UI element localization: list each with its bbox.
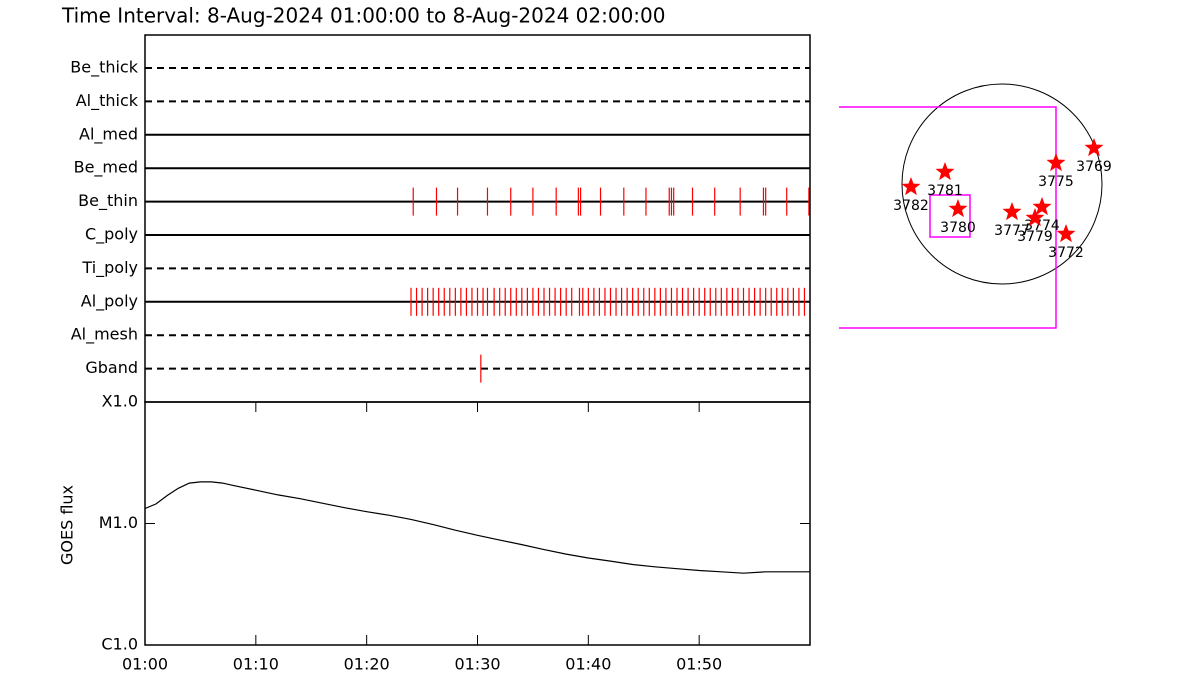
panel-frame	[144, 34, 811, 403]
row-label: Al_med	[79, 124, 138, 144]
row-label: Al_mesh	[71, 325, 138, 345]
goes-curve	[144, 481, 810, 574]
y-tick-label: M1.0	[99, 513, 138, 532]
fov-group	[839, 106, 1057, 329]
region-label: 3775	[1038, 174, 1074, 190]
y-tick-label: C1.0	[101, 635, 138, 654]
region-star	[1056, 224, 1076, 243]
region-label: 3772	[1048, 245, 1084, 261]
y-axis-label: GOES flux	[58, 485, 77, 565]
x-tick-label: 01:00	[122, 655, 168, 674]
x-tick-label: 01:30	[454, 655, 500, 674]
page-title: Time Interval: 8-Aug-2024 01:00:00 to 8-…	[61, 4, 666, 28]
region-star	[1084, 138, 1104, 157]
region-star	[1025, 208, 1045, 227]
field-of-view	[929, 194, 971, 238]
region-label: 3777	[994, 223, 1030, 239]
row-label: Al_poly	[81, 291, 138, 311]
region-star	[1046, 153, 1066, 172]
region-label: 3769	[1076, 159, 1112, 175]
row-label: Be_thin	[78, 191, 138, 211]
x-tick-label: 01:40	[565, 655, 611, 674]
region-label: 3781	[927, 183, 963, 199]
row-label: Ti_poly	[81, 258, 138, 278]
row-label: Gband	[85, 358, 138, 377]
region-star	[935, 162, 955, 181]
plot-frame	[144, 401, 811, 646]
x-tick-label: 01:20	[344, 655, 390, 674]
region-star	[948, 199, 968, 218]
field-of-view	[839, 106, 1057, 329]
region-star	[1002, 202, 1022, 221]
row-label: Be_med	[74, 158, 138, 178]
region-star	[901, 177, 921, 196]
region-label: 3780	[940, 220, 976, 236]
region-star	[1032, 197, 1052, 216]
x-tick-label: 01:50	[676, 655, 722, 674]
row-label: Be_thick	[70, 58, 138, 78]
region-label: 3779	[1017, 229, 1053, 245]
region-label: 3782	[893, 198, 929, 214]
row-label: C_poly	[85, 225, 138, 245]
row-label: Al_thick	[76, 91, 139, 111]
x-tick-label: 01:10	[233, 655, 279, 674]
y-tick-label: X1.0	[102, 392, 138, 411]
